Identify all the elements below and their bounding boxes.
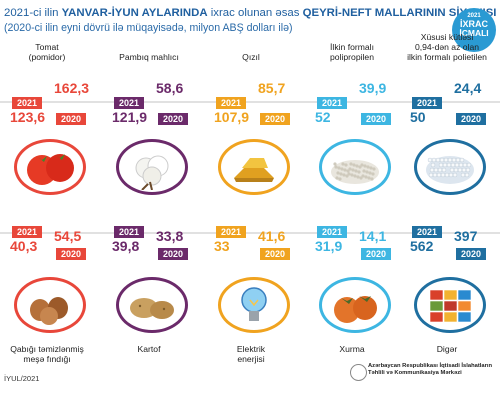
value-2021: 40,3 <box>10 238 38 254</box>
containers-icon <box>414 277 486 333</box>
value-2021: 50 <box>410 109 426 125</box>
year-2021-tag: 2021 <box>317 97 347 109</box>
year-2021-tag: 2021 <box>412 226 442 238</box>
product-name: Digər <box>436 344 458 354</box>
persimmon-icon <box>319 277 391 333</box>
export-summary-badge: 2021 İXRAC İCMALI <box>452 8 496 52</box>
value-2020: 85,7 <box>258 80 286 96</box>
value-2021: 31,9 <box>315 238 343 254</box>
year-2020-tag: 2020 <box>260 248 290 260</box>
year-2020-tag: 2020 <box>158 113 188 125</box>
value-2020: 41,6 <box>258 228 286 244</box>
value-2020: 33,8 <box>156 228 184 244</box>
year-2020-tag: 2020 <box>158 248 188 260</box>
product-name: Qızıl <box>242 52 260 62</box>
hazelnut-icon <box>14 277 86 333</box>
value-2020: 58,6 <box>156 80 184 96</box>
value-2021: 562 <box>410 238 434 254</box>
row2-divider <box>0 232 500 234</box>
title-middle: ixrac olunan əsas <box>210 7 300 19</box>
year-2020-tag: 2020 <box>361 113 391 125</box>
polyethylene-icon <box>414 139 486 195</box>
product-name: Tomat (pomidor) <box>28 42 66 62</box>
title-prefix: 2021-ci ilin <box>4 7 59 19</box>
lightbulb-icon <box>218 277 290 333</box>
title-main: QEYRİ-NEFT MALLARININ SİYAHISI <box>302 7 497 19</box>
title-line: 2021-ci ilin YANVAR-İYUN AYLARINDA ixrac… <box>4 6 496 21</box>
year-2021-tag: 2021 <box>12 226 42 238</box>
product-name: Xurma <box>339 344 365 354</box>
year-2020-tag: 2020 <box>56 248 86 260</box>
product-name: Xüsusi kütləsi 0,94-dən az olan ilkin form… <box>407 32 487 62</box>
year-2021-tag: 2021 <box>114 97 144 109</box>
product-name: Qabığı təmizlənmiş meşə fındığı <box>10 344 84 364</box>
footer-organization: Azərbaycan Respublikası İqtisadi İslahat… <box>368 363 493 376</box>
value-2021: 39,8 <box>112 238 140 254</box>
header: 2021-ci ilin YANVAR-İYUN AYLARINDA ixrac… <box>4 6 496 35</box>
badge-line1: İXRAC <box>459 19 488 29</box>
value-2020: 54,5 <box>54 228 82 244</box>
subtitle: (2020-ci ilin eyni dövrü ilə müqayisədə,… <box>4 22 293 34</box>
product-name: İlkin formalı polipropilen <box>330 42 374 62</box>
year-2021-tag: 2021 <box>114 226 144 238</box>
potato-icon <box>116 277 188 333</box>
year-2021-tag: 2021 <box>12 97 42 109</box>
value-2020: 39,9 <box>359 80 387 96</box>
product-name: Kartof <box>137 344 161 354</box>
year-2021-tag: 2021 <box>216 226 246 238</box>
year-2020-tag: 2020 <box>456 113 486 125</box>
product-name: Pambıq mahlıcı <box>119 52 179 62</box>
value-2021: 123,6 <box>10 109 46 125</box>
year-2020-tag: 2020 <box>56 113 86 125</box>
year-2021-tag: 2021 <box>216 97 246 109</box>
value-2021: 107,9 <box>214 109 250 125</box>
product-name: Elektrik enerjisi <box>236 344 266 364</box>
year-2020-tag: 2020 <box>456 248 486 260</box>
badge-line2: İCMALI <box>459 28 489 38</box>
value-2021: 121,9 <box>112 109 148 125</box>
polypropylene-icon <box>319 139 391 195</box>
year-2021-tag: 2021 <box>317 226 347 238</box>
year-2020-tag: 2020 <box>260 113 290 125</box>
year-2021-tag: 2021 <box>412 97 442 109</box>
year-2020-tag: 2020 <box>361 248 391 260</box>
value-2021: 33 <box>214 238 230 254</box>
footer-date: İYUL/2021 <box>4 374 40 383</box>
row1-divider <box>0 101 500 103</box>
value-2020: 14,1 <box>359 228 387 244</box>
tomato-icon <box>14 139 86 195</box>
value-2020: 24,4 <box>454 80 482 96</box>
cotton-icon <box>116 139 188 195</box>
value-2020: 162,3 <box>54 80 90 96</box>
emblem-icon <box>350 364 367 381</box>
title-period: YANVAR-İYUN AYLARINDA <box>61 7 208 19</box>
badge-year: 2021 <box>467 13 481 19</box>
value-2020: 397 <box>454 228 478 244</box>
value-2021: 52 <box>315 109 331 125</box>
gold-icon <box>218 139 290 195</box>
